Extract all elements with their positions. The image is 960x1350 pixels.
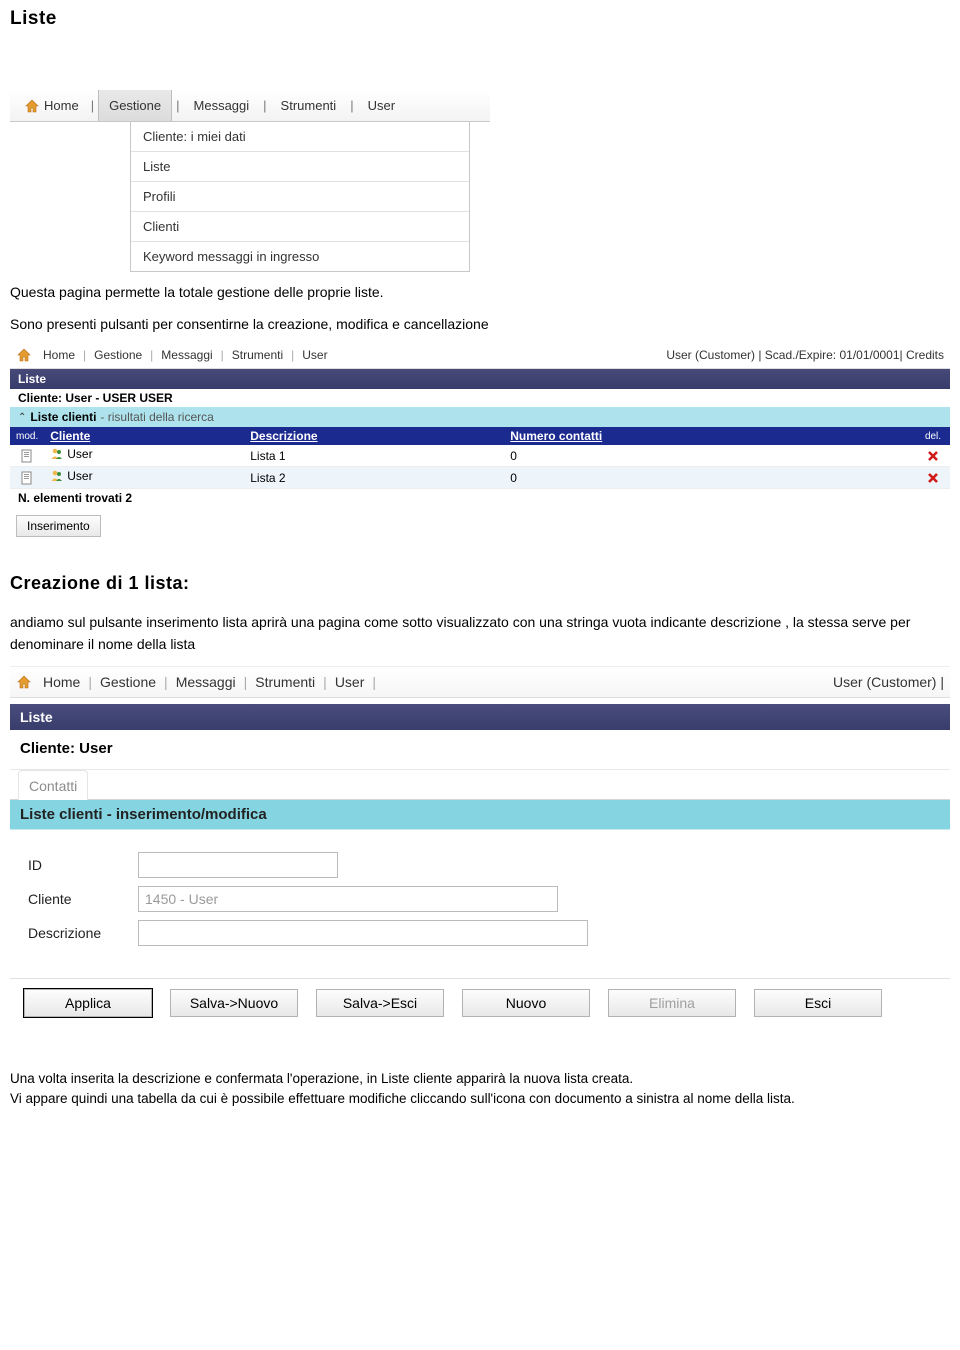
delete-icon[interactable] xyxy=(926,449,940,463)
col-mod: mod. xyxy=(10,427,44,445)
nav-item-gestione[interactable]: Gestione xyxy=(98,90,172,121)
section-body: andiamo sul pulsante inserimento lista a… xyxy=(10,612,950,655)
nav-item[interactable]: Home xyxy=(35,674,88,690)
user-info: User (Customer) | Scad./Expire: 01/01/00… xyxy=(666,348,944,362)
id-label: ID xyxy=(28,857,138,873)
nav-item-user[interactable]: User xyxy=(358,90,405,121)
col-numero[interactable]: Numero contatti xyxy=(504,427,916,445)
cell-descrizione: Lista 2 xyxy=(244,467,504,489)
nav-item[interactable]: Messaggi xyxy=(153,348,220,362)
user-cell[interactable]: User xyxy=(50,469,92,483)
intro-paragraph-2: Sono presenti pulsanti per consentirne l… xyxy=(10,314,950,336)
intro-paragraph-1: Questa pagina permette la totale gestion… xyxy=(10,282,950,304)
home-icon xyxy=(24,98,40,114)
dropdown-item[interactable]: Profili xyxy=(131,181,469,211)
nav-item[interactable]: User xyxy=(327,674,373,690)
cliente-label: Cliente xyxy=(28,891,138,907)
top-strip: Home| Gestione| Messaggi| Strumenti| Use… xyxy=(10,341,950,369)
nav-item-strumenti[interactable]: Strumenti xyxy=(271,90,347,121)
dropdown-item[interactable]: Liste xyxy=(131,151,469,181)
nav-item[interactable]: User xyxy=(294,348,335,362)
cell-num: 0 xyxy=(504,445,916,467)
section-heading: Creazione di 1 lista: xyxy=(10,573,950,594)
col-cliente[interactable]: Cliente xyxy=(44,427,244,445)
delete-icon[interactable] xyxy=(926,471,940,485)
footer-text: Una volta inserita la descrizione e conf… xyxy=(10,1069,950,1110)
esci-button[interactable]: Esci xyxy=(754,989,882,1017)
top-nav: Home| Gestione| Messaggi| Strumenti| Use… xyxy=(16,347,336,363)
nav-item[interactable]: Messaggi xyxy=(168,674,244,690)
cliente-field xyxy=(138,886,558,912)
top-strip: Home| Gestione| Messaggi| Strumenti| Use… xyxy=(10,666,950,698)
descrizione-field[interactable] xyxy=(138,920,588,946)
nav-item[interactable]: Gestione xyxy=(86,348,150,362)
nuovo-button[interactable]: Nuovo xyxy=(462,989,590,1017)
liste-table: mod. Cliente Descrizione Numero contatti… xyxy=(10,427,950,489)
liste-form-screenshot: Home| Gestione| Messaggi| Strumenti| Use… xyxy=(10,666,950,1027)
collapse-icon[interactable]: ⌃ xyxy=(18,412,26,423)
col-descrizione[interactable]: Descrizione xyxy=(244,427,504,445)
nav-item[interactable]: Home xyxy=(35,348,83,362)
form-area: ID Cliente Descrizione xyxy=(10,830,950,979)
dropdown-item[interactable]: Cliente: i miei dati xyxy=(131,122,469,151)
edit-icon[interactable] xyxy=(20,471,34,485)
elimina-button: Elimina xyxy=(608,989,736,1017)
cliente-line: Cliente: User xyxy=(10,730,950,770)
nav-item[interactable]: Gestione xyxy=(92,674,164,690)
user-cell[interactable]: User xyxy=(50,447,92,461)
tab-contatti[interactable]: Contatti xyxy=(18,770,88,800)
cell-descrizione: Lista 1 xyxy=(244,445,504,467)
nav-row: Home | Gestione | Messaggi | Strumenti |… xyxy=(10,90,490,122)
results-subtitle: - risultati della ricerca xyxy=(100,410,213,424)
results-count: N. elementi trovati 2 xyxy=(10,489,950,507)
user-icon xyxy=(50,447,64,461)
section-header: Liste xyxy=(10,704,950,730)
nav-item[interactable]: Strumenti xyxy=(224,348,291,362)
table-row: User Lista 1 0 xyxy=(10,445,950,467)
button-row: Applica Salva->Nuovo Salva->Esci Nuovo E… xyxy=(10,979,950,1027)
nav-separator: | xyxy=(259,98,270,113)
nav-separator: | xyxy=(172,98,183,113)
cliente-line: Cliente: User - USER USER xyxy=(10,389,950,407)
results-header: ⌃ Liste clienti - risultati della ricerc… xyxy=(10,407,950,427)
salva-nuovo-button[interactable]: Salva->Nuovo xyxy=(170,989,298,1017)
nav-item[interactable]: Strumenti xyxy=(247,674,323,690)
home-icon xyxy=(16,347,32,363)
nav-item-messaggi[interactable]: Messaggi xyxy=(184,90,260,121)
gestione-dropdown: Cliente: i miei dati Liste Profili Clien… xyxy=(130,122,470,272)
cell-num: 0 xyxy=(504,467,916,489)
page-title: Liste xyxy=(10,8,950,30)
liste-list-screenshot: Home| Gestione| Messaggi| Strumenti| Use… xyxy=(10,341,950,537)
applica-button[interactable]: Applica xyxy=(24,989,152,1017)
tab-row: Contatti xyxy=(10,770,950,800)
edit-icon[interactable] xyxy=(20,449,34,463)
nav-separator: | xyxy=(346,98,357,113)
user-icon xyxy=(50,469,64,483)
dropdown-item[interactable]: Clienti xyxy=(131,211,469,241)
descrizione-label: Descrizione xyxy=(28,925,138,941)
user-info: User (Customer) | xyxy=(833,674,944,690)
section-header: Liste xyxy=(10,369,950,389)
id-field[interactable] xyxy=(138,852,338,878)
nav-home[interactable]: Home xyxy=(16,98,87,114)
dropdown-item[interactable]: Keyword messaggi in ingresso xyxy=(131,241,469,271)
results-title: Liste clienti xyxy=(30,410,96,424)
nav-screenshot-1: Home | Gestione | Messaggi | Strumenti |… xyxy=(10,90,490,272)
inserimento-button[interactable]: Inserimento xyxy=(16,515,101,537)
salva-esci-button[interactable]: Salva->Esci xyxy=(316,989,444,1017)
nav-item-label: Home xyxy=(44,98,79,113)
top-nav: Home| Gestione| Messaggi| Strumenti| Use… xyxy=(16,674,376,690)
table-row: User Lista 2 0 xyxy=(10,467,950,489)
home-icon xyxy=(16,674,32,690)
form-header: Liste clienti - inserimento/modifica xyxy=(10,800,950,830)
col-del: del. xyxy=(916,427,950,445)
nav-separator: | xyxy=(87,98,98,113)
